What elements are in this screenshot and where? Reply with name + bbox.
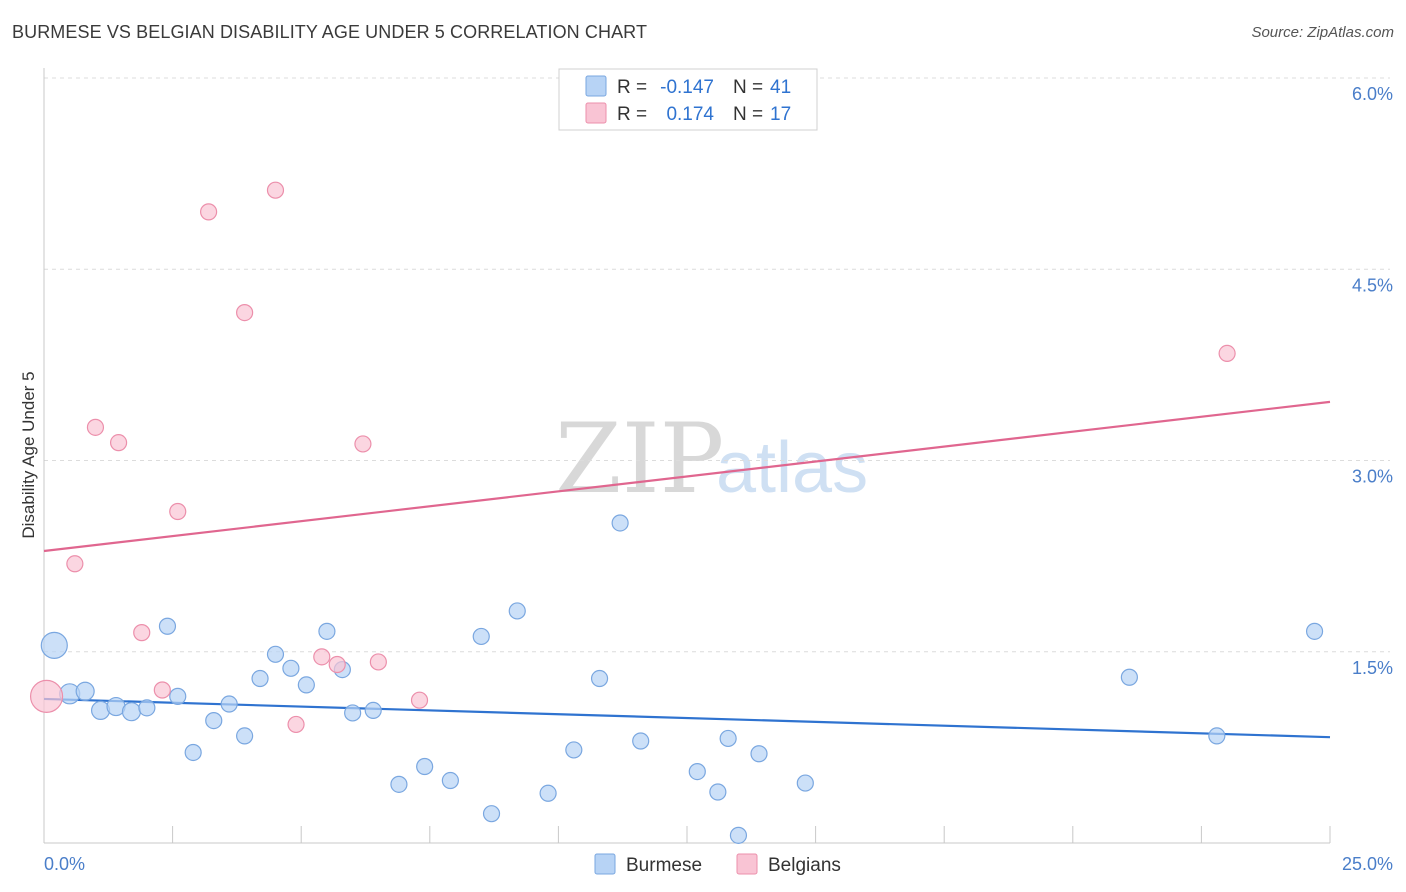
burmese-point-22 [416, 757, 434, 776]
burmese-point-25 [482, 805, 501, 823]
burmese-point-17 [318, 622, 336, 640]
legend-r-label-belgians: R = [617, 104, 647, 125]
burmese-point-21 [390, 775, 408, 793]
burmese-point-35 [729, 826, 748, 844]
legend-n-label-burmese: N = [733, 77, 763, 98]
gridlines [44, 77, 1390, 653]
y-tick-label-0: 1.5% [1352, 658, 1393, 678]
burmese-point-27 [539, 784, 557, 802]
legend-n-label-belgians: N = [733, 104, 763, 125]
trendlines [43, 400, 1331, 739]
belgians-point-7 [200, 203, 218, 221]
belgians-point-8 [236, 304, 254, 322]
axes [43, 68, 1331, 844]
belgians-point-16 [1218, 344, 1236, 362]
belgians-point-14 [369, 653, 387, 671]
belgians-point-15 [410, 691, 429, 709]
belgians-point-4 [133, 624, 151, 642]
belgians-point-2 [86, 418, 105, 436]
burmese-point-39 [1208, 727, 1226, 745]
legend-swatch-burmese [585, 75, 607, 97]
burmese-point-12 [236, 727, 254, 745]
chart-title: BURMESE VS BELGIAN DISABILITY AGE UNDER … [12, 22, 648, 42]
tick-labels: 1.5% 3.0% 4.5% 6.0% 0.0% 25.0% [44, 84, 1393, 874]
belgians-point-12 [328, 655, 346, 674]
burmese-point-6 [138, 699, 156, 717]
y-tick-label-2: 4.5% [1352, 275, 1393, 295]
data-points [29, 181, 1324, 844]
burmese-point-0 [40, 631, 68, 659]
burmese-point-37 [796, 774, 814, 792]
legend-n-value-belgians: 17 [770, 104, 791, 125]
legend-r-value-burmese: -0.147 [660, 77, 714, 98]
belgians-point-10 [287, 715, 305, 734]
belgians-point-6 [169, 502, 187, 521]
burmese-point-40 [1305, 622, 1324, 640]
legend-r-value-belgians: 0.174 [666, 104, 714, 125]
source-credit: Source: ZipAtlas.com [1251, 24, 1394, 41]
burmese-point-13 [251, 669, 269, 688]
legend-n-value-burmese: 41 [770, 77, 791, 98]
burmese-point-24 [472, 627, 490, 646]
burmese-point-16 [297, 676, 315, 694]
burmese-point-20 [364, 701, 382, 720]
burmese-point-11 [220, 695, 238, 713]
burmese-point-7 [158, 617, 177, 635]
burmese-trend-line [43, 697, 1331, 739]
burmese-point-14 [266, 645, 285, 663]
burmese-point-28 [565, 741, 583, 759]
burmese-point-29 [590, 669, 609, 688]
watermark-zip: ZIP [555, 403, 724, 515]
belgians-trend-line [43, 400, 1331, 553]
burmese-point-36 [750, 745, 768, 763]
bottom-legend-swatch-burmese [594, 853, 616, 875]
burmese-point-26 [508, 602, 526, 620]
bottom-legend-swatch-belgians [736, 853, 758, 875]
burmese-point-33 [709, 783, 727, 801]
belgians-point-5 [153, 681, 171, 699]
y-axis-title: Disability Age Under 5 [19, 371, 38, 538]
legend-swatch-belgians [585, 102, 607, 124]
series-legend: Burmese Belgians [594, 853, 841, 876]
y-tick-label-3: 6.0% [1352, 84, 1393, 104]
burmese-point-31 [632, 732, 650, 750]
belgians-point-3 [109, 434, 128, 452]
burmese-point-32 [688, 762, 706, 781]
belgians-point-1 [66, 555, 84, 573]
y-tick-label-1: 3.0% [1352, 467, 1393, 487]
burmese-point-9 [184, 743, 202, 762]
burmese-point-34 [719, 729, 737, 748]
burmese-point-30 [611, 514, 629, 532]
burmese-point-19 [344, 704, 362, 722]
belgians-point-9 [266, 181, 285, 199]
burmese-point-38 [1120, 668, 1138, 686]
burmese-point-15 [282, 659, 300, 677]
burmese-point-23 [441, 771, 459, 790]
x-tick-label-0: 0.0% [44, 854, 85, 874]
belgians-point-11 [313, 648, 331, 666]
watermark-atlas: atlas [716, 428, 868, 508]
bottom-legend-label-burmese: Burmese [626, 855, 702, 876]
x-tick-label-1: 25.0% [1342, 854, 1393, 874]
burmese-point-5 [121, 702, 142, 722]
correlation-legend: R = -0.147 N = 41 R = 0.174 N = 17 [558, 68, 818, 131]
watermark: ZIP atlas [555, 403, 868, 515]
burmese-point-8 [169, 687, 187, 705]
legend-r-label-burmese: R = [617, 77, 647, 98]
belgians-point-0 [29, 679, 64, 713]
burmese-point-2 [75, 681, 95, 701]
burmese-point-10 [205, 711, 223, 730]
belgians-point-13 [354, 435, 372, 453]
bottom-legend-label-belgians: Belgians [768, 855, 841, 876]
